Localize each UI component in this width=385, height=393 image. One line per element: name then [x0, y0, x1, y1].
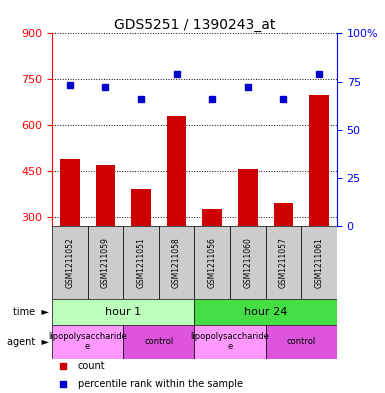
Text: GSM1211056: GSM1211056 — [208, 237, 217, 288]
Text: GSM1211059: GSM1211059 — [101, 237, 110, 288]
Bar — [60, 159, 80, 226]
Bar — [301, 226, 337, 299]
Bar — [52, 226, 88, 299]
Text: hour 24: hour 24 — [244, 307, 287, 317]
Bar — [167, 116, 186, 226]
Bar — [194, 226, 230, 299]
Text: count: count — [78, 361, 105, 371]
Text: control: control — [287, 337, 316, 346]
Text: GSM1211057: GSM1211057 — [279, 237, 288, 288]
Bar — [52, 325, 123, 359]
Bar — [203, 209, 222, 226]
Bar — [194, 299, 337, 325]
Text: hour 1: hour 1 — [105, 307, 141, 317]
Text: GSM1211052: GSM1211052 — [65, 237, 74, 288]
Text: control: control — [144, 337, 173, 346]
Text: lipopolysaccharide
e: lipopolysaccharide e — [48, 332, 127, 351]
Text: lipopolysaccharide
e: lipopolysaccharide e — [191, 332, 270, 351]
Bar — [266, 325, 337, 359]
Text: time  ►: time ► — [13, 307, 49, 317]
Bar — [266, 226, 301, 299]
Bar — [95, 165, 115, 226]
Text: GSM1211051: GSM1211051 — [137, 237, 146, 288]
Text: GSM1211060: GSM1211060 — [243, 237, 252, 288]
Bar — [131, 189, 151, 226]
Bar — [88, 226, 123, 299]
Text: GSM1211058: GSM1211058 — [172, 237, 181, 288]
Text: percentile rank within the sample: percentile rank within the sample — [78, 379, 243, 389]
Text: GSM1211061: GSM1211061 — [315, 237, 323, 288]
Bar — [123, 226, 159, 299]
Bar — [123, 325, 194, 359]
Title: GDS5251 / 1390243_at: GDS5251 / 1390243_at — [114, 18, 275, 32]
Bar — [309, 95, 329, 226]
Bar — [52, 299, 194, 325]
Bar — [194, 325, 266, 359]
Bar — [230, 226, 266, 299]
Text: agent  ►: agent ► — [7, 337, 49, 347]
Bar — [238, 169, 258, 226]
Bar — [159, 226, 194, 299]
Bar — [274, 203, 293, 226]
